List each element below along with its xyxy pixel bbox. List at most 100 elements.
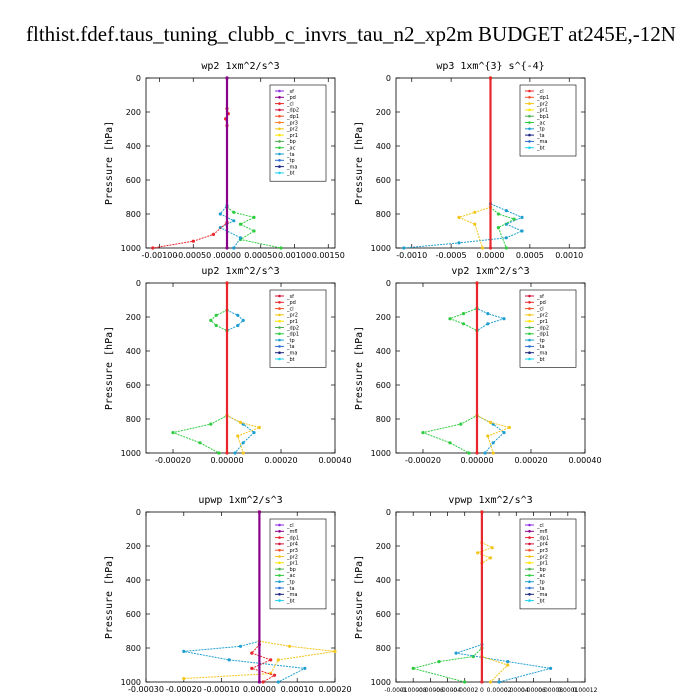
x-tick-label: -0.00008 <box>400 687 427 694</box>
legend-entry: _cl <box>286 101 294 107</box>
x-tick-label: 0.00100 <box>278 251 311 260</box>
x-tick-label: -0.00020 <box>155 456 191 465</box>
series-point <box>261 680 265 684</box>
y-tick-label: 1000 <box>121 449 141 458</box>
legend-marker <box>278 301 281 304</box>
series-point <box>504 236 508 240</box>
legend-entry: _dp1 <box>286 535 299 541</box>
legend-marker <box>278 542 281 546</box>
legend-marker <box>528 580 531 583</box>
y-tick-label: 1000 <box>371 244 391 253</box>
legend-marker <box>278 561 281 565</box>
legend-entry: _bp <box>286 139 296 145</box>
legend-marker <box>278 586 281 590</box>
legend-marker <box>528 89 531 93</box>
x-tick-label: 0.0000 <box>477 251 505 260</box>
series-point <box>491 451 495 455</box>
series-point <box>475 451 479 455</box>
panel-title: up2 1xm^2/s^3 <box>201 266 279 277</box>
series-line <box>457 78 491 249</box>
legend-marker <box>278 171 281 175</box>
legend-entry: _tp <box>286 158 295 164</box>
series-point <box>490 546 494 550</box>
y-tick-label: 600 <box>126 176 141 185</box>
legend-marker <box>528 140 531 143</box>
series-point <box>549 666 553 671</box>
series-point <box>182 677 186 681</box>
legend-marker <box>278 127 281 131</box>
legend-entry: _sf <box>286 294 294 300</box>
x-tick-label: -0.00020 <box>166 685 202 694</box>
chart-panel-6: vpwp 1xm^2/s^302004006008001000-0.0001-0… <box>354 495 598 694</box>
y-tick-label: 0 <box>386 508 391 517</box>
legend-marker <box>528 345 531 348</box>
legend-entry: _bt <box>286 598 295 604</box>
legend-entry: _ma <box>536 139 547 145</box>
series-line <box>476 512 509 683</box>
y-tick-label: 800 <box>376 415 391 424</box>
series-point <box>269 658 273 662</box>
legend-marker <box>528 313 531 317</box>
x-tick-label: -0.0010 <box>396 251 427 260</box>
chart-panel-5: upwp 1xm^2/s^302004006008001000-0.00030-… <box>104 495 352 694</box>
series-point <box>475 281 479 285</box>
series-point <box>496 226 500 230</box>
series-point <box>241 441 245 445</box>
legend-marker <box>278 326 281 329</box>
legend-marker <box>528 294 531 298</box>
series-point <box>257 510 261 514</box>
series-line <box>411 512 483 683</box>
series-point <box>488 556 493 560</box>
series-point <box>488 420 493 424</box>
legend-marker <box>278 89 281 93</box>
series-point <box>238 236 243 240</box>
series-point <box>198 441 202 445</box>
legend-marker <box>278 307 281 310</box>
legend-marker <box>278 165 281 168</box>
series-point <box>506 660 510 664</box>
y-tick-label: 1000 <box>121 678 141 687</box>
series-point <box>473 210 477 214</box>
legend-marker <box>278 523 281 527</box>
y-tick-label: 200 <box>376 108 391 117</box>
legend-marker <box>528 326 531 329</box>
legend-entry: _cl <box>286 306 294 312</box>
series-point <box>504 209 508 213</box>
series-point <box>488 76 493 80</box>
series-point <box>454 651 458 655</box>
legend-marker <box>528 561 531 565</box>
legend-marker <box>278 108 281 112</box>
legend-entry: _ma <box>536 592 547 598</box>
legend-marker <box>528 351 531 355</box>
y-tick-label: 400 <box>376 347 391 356</box>
legend-marker <box>528 102 531 105</box>
series-point <box>402 246 406 250</box>
legend-entry: _ac <box>536 573 546 579</box>
x-tick-label: -0.00020 <box>405 456 441 465</box>
legend-entry: _pd <box>286 300 296 306</box>
panel-title: wp3 1xm^{3} s^{-4} <box>436 61 544 72</box>
legend-entry: _cl <box>286 523 294 529</box>
y-tick-label: 600 <box>376 381 391 390</box>
y-tick-label: 800 <box>126 644 141 653</box>
series-point <box>512 217 516 221</box>
legend-marker <box>528 548 531 552</box>
series-point <box>411 666 415 671</box>
series-point <box>211 232 216 236</box>
series-point <box>480 680 484 684</box>
x-tick-label: 0.00004 <box>504 687 529 694</box>
y-tick-label: 800 <box>126 210 141 219</box>
y-axis-label: Pressure [hPa] <box>104 326 115 410</box>
y-tick-label: 800 <box>376 210 391 219</box>
legend-entry: _pr2 <box>536 101 548 107</box>
series-point <box>457 241 461 245</box>
series-point <box>214 323 218 328</box>
x-tick-label: -0.00004 <box>434 687 461 694</box>
legend-marker <box>528 586 531 590</box>
series-point <box>232 246 236 250</box>
y-axis-label: Pressure [hPa] <box>354 326 365 410</box>
x-tick-label: 0.00020 <box>514 456 547 465</box>
legend-entry: _pr4 <box>286 542 298 548</box>
legend-entry: _tp <box>536 580 545 586</box>
